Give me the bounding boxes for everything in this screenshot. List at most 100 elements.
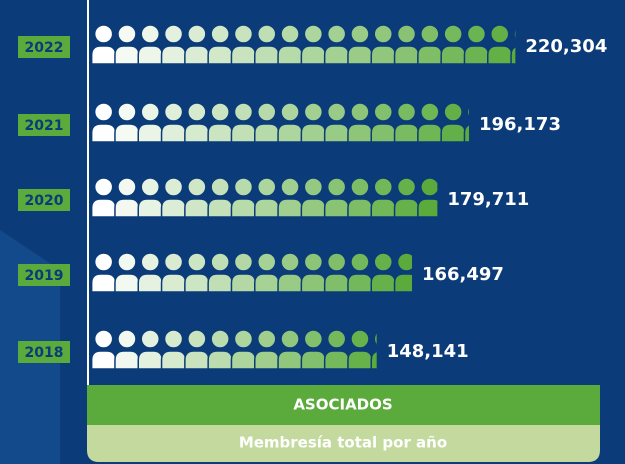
icon-body [230, 273, 257, 293]
icon-body [393, 123, 420, 143]
year-box [18, 189, 70, 211]
value-label: 179,711 [447, 189, 529, 210]
icon-body [207, 350, 233, 370]
icon-body [207, 198, 233, 218]
year-label: 2021 [25, 118, 64, 134]
icon-body [277, 350, 303, 370]
icon-head [93, 102, 114, 122]
icon-head [163, 329, 184, 349]
icon-head [396, 177, 417, 197]
value-label: 166,497 [422, 264, 504, 285]
icon-head [443, 102, 463, 122]
icon-head [396, 102, 417, 122]
icon-head [490, 24, 510, 44]
icon-body [323, 273, 350, 293]
icon-body [370, 273, 396, 293]
icon-head [117, 102, 137, 122]
icon-head [257, 329, 277, 349]
icon-head [257, 252, 277, 272]
icon-body [277, 45, 303, 65]
subtitle-band [87, 425, 600, 462]
icon-head [210, 24, 230, 44]
icon-body [440, 45, 466, 65]
year-label: 2019 [25, 268, 64, 284]
icon-head [210, 329, 230, 349]
icon-body [137, 123, 163, 143]
icon-body [463, 123, 469, 143]
icon-body [207, 273, 233, 293]
icon-head [350, 24, 370, 44]
icon-head [303, 177, 324, 197]
icon-head [233, 177, 254, 197]
icon-head [163, 102, 184, 122]
icon-body [323, 123, 350, 143]
icon-head [280, 177, 300, 197]
subtitle: Membresía total por año [239, 434, 447, 452]
icon-body [463, 45, 490, 65]
year-label: 2018 [25, 345, 64, 361]
icon-body [347, 45, 373, 65]
pictograph-bar [90, 102, 469, 143]
icon-body [510, 46, 516, 65]
icon-head [163, 24, 184, 44]
icon-head [93, 329, 114, 349]
icon-body [90, 123, 117, 143]
icon-body [160, 350, 187, 370]
icon-body [487, 45, 513, 65]
icon-head [280, 252, 300, 272]
icon-body [370, 45, 396, 65]
icon-body [160, 123, 187, 143]
icon-head [233, 329, 254, 349]
icon-head [140, 102, 160, 122]
icon-head [140, 252, 160, 272]
pictograph-bar [90, 24, 516, 65]
icon-head [187, 24, 207, 44]
icon-body [184, 45, 210, 65]
icon-body [347, 123, 373, 143]
icon-body [230, 123, 257, 143]
icon-body [300, 45, 327, 65]
icon-head [187, 177, 207, 197]
icon-body [160, 273, 187, 293]
icon-body [347, 350, 373, 370]
icon-body [137, 273, 163, 293]
icon-head [93, 24, 114, 44]
icon-head [466, 105, 469, 119]
icon-body [90, 198, 117, 218]
icon-head [280, 329, 300, 349]
icon-body [347, 273, 373, 293]
icon-head [210, 102, 230, 122]
icon-body [184, 123, 210, 143]
icon-body [114, 45, 140, 65]
icon-head [373, 177, 393, 197]
icon-body [277, 198, 303, 218]
year-label: 2022 [25, 40, 64, 56]
icon-body [393, 45, 420, 65]
icon-body [184, 273, 210, 293]
icon-head [303, 329, 324, 349]
icon-head [117, 177, 137, 197]
icon-body [370, 350, 377, 370]
icon-head [257, 177, 277, 197]
icon-body [417, 198, 438, 218]
icon-head [513, 28, 516, 40]
icon-head [350, 177, 370, 197]
icon-head [257, 102, 277, 122]
icon-body [137, 45, 163, 65]
icon-head [257, 24, 277, 44]
icon-body [277, 273, 303, 293]
icon-body [417, 45, 443, 65]
icon-body [300, 273, 327, 293]
icon-head [350, 329, 370, 349]
icon-body [300, 350, 327, 370]
icon-head [373, 24, 393, 44]
icon-head [163, 177, 184, 197]
year-box [18, 36, 70, 58]
icon-head [303, 24, 324, 44]
icon-body [254, 350, 280, 370]
value-label: 196,173 [479, 114, 561, 135]
icon-body [114, 123, 140, 143]
icon-head [326, 329, 347, 349]
icon-body [207, 123, 233, 143]
icon-head [420, 102, 440, 122]
